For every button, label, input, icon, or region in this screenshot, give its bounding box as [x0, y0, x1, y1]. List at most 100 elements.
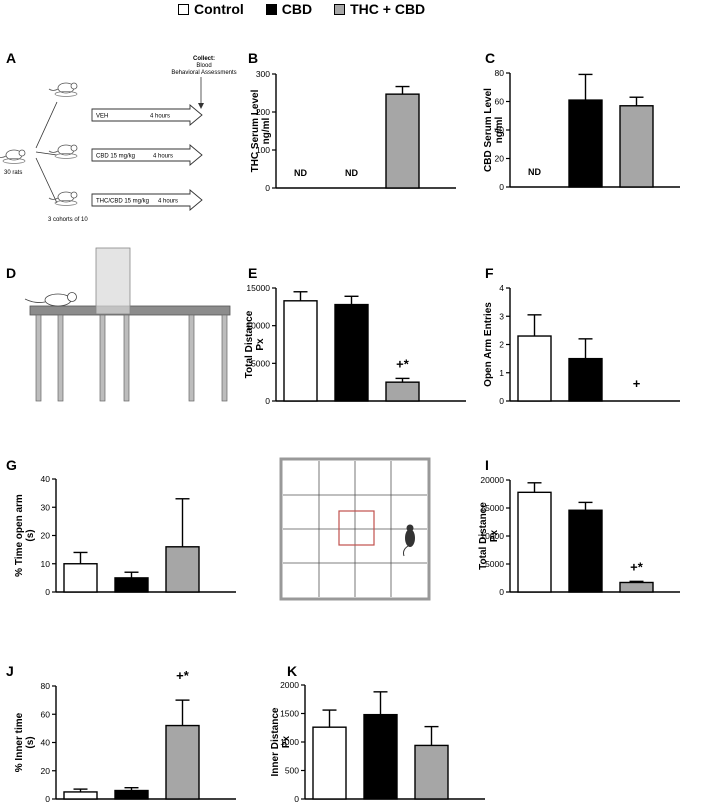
rat-figure	[24, 292, 77, 307]
chart-panel-e: E 0 5000 10000 15000 Total Distance Px +*	[244, 265, 466, 406]
y-tick-label: 100	[256, 145, 270, 155]
y-tick-label: 0	[499, 587, 504, 597]
chart-panel-k: K 0 500 1000 1500 2000 Inner Distance Px	[270, 663, 485, 804]
maze-leg	[99, 314, 106, 402]
panel-letter-f: F	[485, 265, 494, 281]
y-tick-label: 10	[41, 559, 51, 569]
y-axis-label: Total Distance	[244, 310, 255, 378]
legend-label-thc-cbd: THC + CBD	[350, 1, 426, 17]
annotation-control: ND	[528, 167, 541, 177]
panel-letter-c: C	[485, 50, 495, 66]
treatment-arrow	[91, 189, 203, 211]
y-axis-label: ng/ml	[261, 117, 272, 144]
cage-base	[54, 153, 78, 159]
treatment-label: VEH	[96, 114, 108, 120]
bar-cbd	[114, 789, 149, 800]
bar-control	[312, 726, 347, 800]
y-tick-label: 20	[41, 766, 51, 776]
y-tick-label: 20	[41, 531, 51, 541]
rat-body	[405, 529, 415, 547]
treatment-arrow	[91, 104, 203, 126]
y-tick-label: 3	[499, 311, 504, 321]
rat-tail	[24, 298, 46, 303]
y-tick-label: 60	[495, 97, 505, 107]
y-tick-label: 0	[499, 396, 504, 406]
bar-cbd	[568, 99, 603, 188]
rat-tail	[48, 197, 59, 200]
bar-thc-cbd	[619, 581, 654, 593]
y-axis-label: ng/ml	[494, 116, 505, 143]
y-axis-label: Px	[255, 338, 266, 351]
legend-label-control: Control	[194, 1, 244, 17]
legend-label-cbd: CBD	[281, 1, 313, 17]
start-label: 30 rats	[4, 170, 22, 176]
diagram-panel-a: A 30 rats VEH 4 hours CBD 15 mg/kg 4 hours THC…	[0, 50, 237, 223]
chart-panel-j: J 0 20 40 60 80 % Inner time (s) +*	[6, 663, 236, 804]
y-tick-label: 0	[265, 183, 270, 193]
bar-thc-cbd	[619, 105, 654, 188]
y-tick-label: 80	[495, 68, 505, 78]
y-tick-label: 1500	[280, 709, 299, 719]
rat-body	[44, 293, 72, 307]
y-axis-label: Px	[489, 529, 500, 542]
rat-icon	[48, 144, 78, 159]
collect-item: Blood	[196, 63, 211, 69]
y-tick-label: 1000	[280, 737, 299, 747]
panel-letter-k: K	[287, 663, 297, 679]
duration-label: 4 hours	[153, 154, 173, 160]
rat-tail	[48, 150, 59, 153]
panel-letter-a: A	[6, 50, 16, 66]
diagram-panel-h: H	[279, 457, 431, 601]
y-tick-label: 0	[45, 587, 50, 597]
annotation-control: ND	[294, 168, 307, 178]
y-axis-label: CBD Serum Level	[483, 88, 494, 172]
bar-control	[517, 491, 552, 593]
diagram-panel-d: D	[6, 247, 231, 402]
bar-thc-cbd	[165, 546, 200, 593]
y-tick-label: 40	[41, 474, 51, 484]
panel-letter-b: B	[248, 50, 258, 66]
bar-thc-cbd	[414, 744, 449, 800]
y-tick-label: 0	[499, 182, 504, 192]
y-tick-label: 2000	[280, 680, 299, 690]
panel-letter-e: E	[248, 265, 257, 281]
treatment-label: CBD 15 mg/kg	[96, 154, 135, 160]
annotation-cbd: ND	[345, 168, 358, 178]
rat-icon	[48, 82, 78, 97]
y-tick-label: 30	[41, 502, 51, 512]
y-axis-label: % Time open arm	[14, 494, 25, 577]
treatment-label: THC/CBD 15 mg/kg	[96, 199, 149, 205]
bar-control	[63, 563, 98, 593]
bar-thc-cbd	[385, 381, 420, 402]
annotation-thc-cbd: +*	[396, 356, 410, 371]
rat-icon	[48, 191, 78, 206]
cage-base	[54, 91, 78, 97]
legend-item-cbd: CBD	[265, 1, 313, 17]
legend-swatch-thc-cbd	[334, 3, 346, 15]
y-tick-label: 200	[256, 107, 270, 117]
rat-head	[70, 82, 78, 90]
bar-cbd	[568, 357, 603, 402]
y-tick-label: 15000	[246, 283, 270, 293]
duration-label: 4 hours	[158, 199, 178, 205]
rat-head	[70, 191, 78, 199]
y-tick-label: 10000	[480, 531, 504, 541]
y-tick-label: 0	[265, 396, 270, 406]
rat-head	[70, 144, 78, 152]
rat-tail	[48, 88, 59, 91]
y-axis-label: Inner Distance	[270, 707, 281, 776]
maze-leg	[57, 314, 64, 402]
rat-figure	[403, 524, 415, 557]
bar-control	[517, 335, 552, 402]
fanout-arrow	[35, 101, 58, 149]
y-axis-label: Open Arm Entries	[483, 302, 494, 387]
y-tick-label: 300	[256, 69, 270, 79]
y-axis-label: (s)	[25, 736, 36, 748]
collect-title: Collect:	[193, 56, 215, 62]
panel-letter-j: J	[6, 663, 14, 679]
bar-cbd	[114, 577, 149, 593]
annotation-thc-cbd: +	[633, 376, 641, 391]
treatment-arrow	[91, 144, 203, 166]
cohorts-label: 3 cohorts of 10	[48, 217, 88, 223]
chart-panel-f: F 0 1 2 3 4 Open Arm Entries +	[483, 265, 680, 406]
